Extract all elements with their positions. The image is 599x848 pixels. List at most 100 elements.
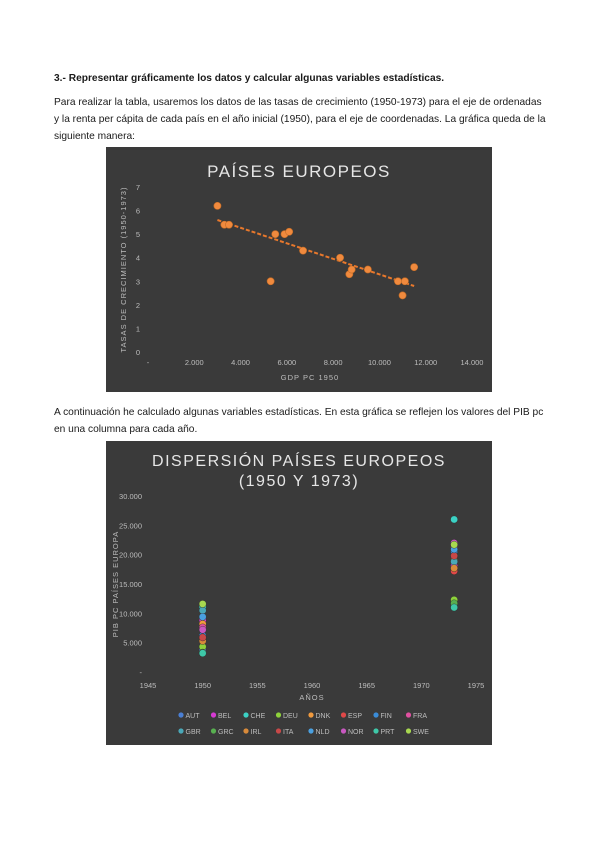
legend-marker [275, 712, 282, 718]
y-tick-label: 4 [136, 254, 140, 263]
x-tick-label: 1960 [304, 681, 321, 690]
x-tick-label: 12.000 [414, 358, 437, 367]
legend-marker [405, 712, 412, 718]
legend-marker [373, 728, 379, 734]
x-tick-label: 8.000 [324, 358, 343, 367]
x-tick-label: 1970 [413, 681, 430, 690]
legend-marker [373, 712, 379, 718]
intro-paragraph: Para realizar la tabla, usaremos los dat… [54, 97, 546, 142]
trendline [217, 219, 415, 287]
y-axis-title: PIB PC PAÍSES EUROPA [111, 531, 120, 637]
chart-dispersion-paises: DISPERSIÓN PAÍSES EUROPEOS (1950 Y 1973) -… [106, 441, 492, 745]
x-tick-label: 10.000 [368, 358, 391, 367]
legend-marker [308, 712, 314, 718]
data-point [400, 277, 409, 286]
legend-marker [275, 728, 282, 734]
x-tick-label: 14.000 [461, 358, 484, 367]
legend-marker [340, 712, 347, 718]
x-tick-label: 4.000 [231, 358, 250, 367]
data-point [410, 263, 419, 272]
data-point [225, 220, 233, 229]
legend-marker [210, 728, 217, 734]
legend-label: FIN [381, 713, 392, 720]
y-tick-label: 0 [136, 348, 140, 357]
legend-label: FRA [413, 713, 427, 720]
data-point [450, 540, 458, 549]
data-point [450, 552, 458, 560]
data-point [198, 613, 207, 621]
legend-marker [405, 728, 412, 734]
x-axis-title: GDP PC 1950 [281, 373, 339, 382]
y-tick-label: 7 [136, 183, 140, 192]
section-heading: 3.- Representar gráficamente los datos y… [54, 73, 445, 84]
chart-paises-europeos: PAÍSES EUROPEOS 0 1 2 3 4 5 6 7 - 2.000 4.000 6.000 8… [106, 147, 492, 392]
legend-label: CHE [251, 713, 266, 720]
data-point [450, 603, 458, 612]
data-point [213, 201, 222, 210]
x-tick-label: 6.000 [277, 358, 296, 367]
legend-label: GRC [218, 729, 234, 736]
y-tick-label: 2 [136, 301, 140, 310]
legend-marker [243, 728, 249, 734]
x-tick-label: 1975 [468, 681, 485, 690]
x-tick-label: 1950 [194, 681, 211, 690]
chart-title: PAÍSES EUROPEOS [207, 162, 391, 181]
chart-title-line1: DISPERSIÓN PAÍSES EUROPEOS [152, 451, 446, 470]
legend-marker [340, 728, 347, 734]
legend-marker [178, 728, 184, 734]
data-point [198, 649, 207, 658]
data-point [450, 515, 458, 524]
data-point [336, 253, 344, 262]
data-point [450, 564, 458, 572]
legend-label: AUT [186, 713, 201, 720]
y-tick-label: 25.000 [119, 521, 142, 530]
y-tick-label: 5.000 [123, 639, 142, 648]
legend-label: NOR [348, 729, 364, 736]
x-tick-label: 1965 [358, 681, 375, 690]
legend-label: SWE [413, 729, 429, 736]
x-tick-label: 2.000 [185, 358, 204, 367]
data-point [198, 600, 207, 608]
data-point [347, 265, 356, 274]
data-point [398, 291, 407, 300]
x-tick-label: 1955 [249, 681, 266, 690]
y-tick-label: - [140, 668, 143, 677]
data-point [299, 246, 307, 255]
y-tick-label: 15.000 [119, 580, 142, 589]
legend-marker [210, 712, 217, 718]
legend-label: ITA [283, 729, 294, 736]
legend-label: DEU [283, 713, 298, 720]
chart-title-line2: (1950 Y 1973) [239, 473, 359, 490]
data-point [266, 277, 275, 286]
legend-marker [178, 712, 184, 718]
data-point [363, 265, 372, 274]
legend-label: DNK [316, 713, 331, 720]
x-tick-label: - [147, 358, 150, 367]
stats-paragraph: A continuación he calculado algunas vari… [54, 407, 544, 435]
y-tick-label: 3 [136, 277, 140, 286]
data-point [198, 606, 207, 615]
data-point [198, 633, 207, 642]
legend-label: GBR [186, 729, 201, 736]
x-tick-label: 1945 [140, 681, 157, 690]
legend-marker [243, 712, 249, 718]
y-tick-label: 10.000 [119, 609, 142, 618]
legend-label: IRL [251, 729, 262, 736]
legend-marker [308, 728, 314, 734]
data-point [198, 625, 207, 634]
legend-label: PRT [381, 729, 396, 736]
data-point [271, 230, 280, 239]
y-tick-label: 5 [136, 230, 140, 239]
data-point [285, 227, 294, 236]
legend-label: NLD [316, 729, 330, 736]
y-tick-label: 20.000 [119, 551, 142, 560]
dispersion-chart-svg: DISPERSIÓN PAÍSES EUROPEOS (1950 Y 1973) -… [111, 451, 485, 736]
legend-label: BEL [218, 713, 231, 720]
y-tick-label: 6 [136, 207, 140, 216]
y-axis-title: TASAS DE CRECIMIENTO (1950-1973) [119, 187, 128, 353]
y-tick-label: 30.000 [119, 492, 142, 501]
x-axis-title: AÑOS [299, 693, 324, 702]
data-point [394, 277, 402, 286]
scatter-chart-svg: PAÍSES EUROPEOS 0 1 2 3 4 5 6 7 - 2.000 4.000 6.000 8… [119, 162, 484, 382]
y-tick-label: 1 [136, 324, 140, 333]
